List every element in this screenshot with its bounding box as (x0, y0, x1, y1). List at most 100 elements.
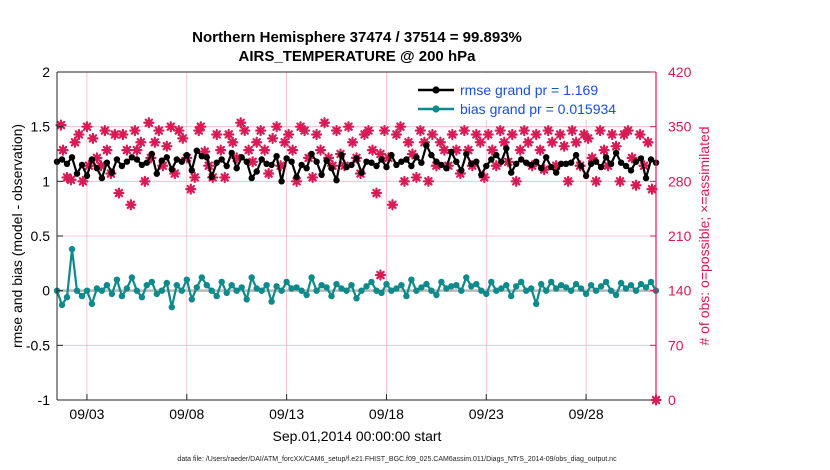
obs-star-stroke (66, 175, 76, 185)
obs-point (143, 117, 155, 129)
x-tick-label: 09/13 (269, 406, 304, 422)
rmse-point (597, 163, 605, 171)
obs-star-stroke (376, 270, 385, 280)
bias-point (373, 287, 380, 294)
rmse-point (538, 165, 545, 172)
rmse-point (473, 158, 480, 165)
obs-star-stroke (236, 118, 245, 128)
bias-point (223, 289, 230, 297)
obs-point (149, 136, 161, 148)
bias-point (572, 280, 580, 288)
bias-point (268, 298, 275, 305)
obs-star-stroke (631, 180, 641, 190)
bias-point (308, 274, 315, 281)
bias-point (128, 274, 136, 281)
rmse-point (338, 151, 345, 159)
obs-point (298, 124, 311, 137)
rmse-point (448, 148, 455, 155)
bias-point (418, 284, 425, 291)
obs-point (279, 136, 291, 148)
bias-point (333, 280, 340, 288)
bias-point (168, 303, 175, 311)
x-tick-label: 09/23 (469, 406, 504, 422)
obs-point (606, 128, 618, 141)
rmse-point (567, 159, 575, 166)
rmse-point (278, 178, 285, 185)
obs-star-stroke (136, 138, 146, 147)
bias-point (73, 287, 81, 294)
bias-point (218, 278, 225, 286)
obs-star-stroke (162, 141, 172, 151)
obs-star-stroke (166, 122, 176, 131)
rmse-point (148, 150, 155, 158)
bias-point (642, 284, 650, 291)
bias-point (278, 287, 285, 294)
bias-point (438, 278, 445, 286)
obs-star-stroke (228, 138, 237, 147)
obs-point (135, 136, 147, 148)
obs-star-stroke (571, 138, 581, 147)
rmse-point (612, 149, 620, 157)
obs-star-stroke (308, 173, 317, 182)
obs-point (394, 121, 407, 133)
rmse-point (178, 158, 185, 165)
obs-star-stroke (132, 145, 142, 155)
obs-star-stroke (492, 161, 501, 170)
rmse-point (493, 151, 500, 159)
obs-star-stroke (140, 177, 150, 186)
obs-point (215, 144, 227, 156)
bias-point (348, 282, 355, 289)
obs-point (165, 121, 177, 133)
rmse-point (58, 156, 66, 163)
bias-point (463, 274, 470, 281)
obs-point (614, 175, 626, 187)
x-tick-label: 09/28 (569, 406, 604, 422)
obs-star-stroke (388, 200, 397, 210)
obs-star-stroke (543, 126, 553, 135)
obs-star-stroke (56, 120, 66, 130)
obs-point (55, 119, 67, 131)
obs-star-stroke (344, 122, 353, 131)
obs-star-stroke (547, 138, 557, 147)
obs-star-stroke (144, 118, 154, 128)
obs-star-stroke (480, 173, 489, 182)
obs-point (646, 183, 658, 195)
obs-star-stroke (190, 173, 200, 182)
obs-star-stroke (408, 149, 417, 159)
rmse-point (622, 162, 630, 170)
y-left-tick-label: -1 (38, 392, 51, 408)
bias-point (408, 276, 415, 283)
bias-point (508, 292, 515, 300)
footnote: data file: /Users/raeder/DAI/ATM_forcXX/… (177, 456, 617, 463)
obs-point (630, 179, 642, 191)
rmse-point (88, 156, 96, 163)
rmse-point (153, 170, 160, 177)
obs-point (398, 175, 411, 187)
bias-point (338, 285, 345, 292)
rmse-point (238, 154, 245, 161)
obs-star-stroke (420, 138, 429, 147)
rmse-point (68, 154, 76, 161)
obs-point (77, 175, 89, 187)
obs-point (267, 132, 279, 144)
obs-point (582, 132, 594, 144)
obs-star-stroke (539, 165, 549, 174)
legend-bias-label: bias grand pr = 0.015934 (460, 101, 616, 117)
obs-star-stroke (567, 126, 577, 135)
rmse-point (83, 172, 91, 180)
obs-point (458, 124, 470, 137)
obs-star-stroke (264, 169, 273, 178)
obs-point (546, 136, 558, 148)
bias-point (368, 278, 375, 286)
bias-point (562, 284, 570, 291)
rmse-point (572, 151, 580, 159)
rmse-point (78, 161, 86, 169)
bias-point (528, 285, 535, 292)
bias-point (193, 284, 200, 291)
x-axis-label: Sep.01,2014 00:00:00 start (273, 428, 442, 444)
rmse-point (253, 168, 260, 175)
obs-point (498, 136, 510, 148)
obs-point (81, 121, 93, 133)
obs-point (386, 199, 399, 211)
obs-point (177, 132, 189, 144)
